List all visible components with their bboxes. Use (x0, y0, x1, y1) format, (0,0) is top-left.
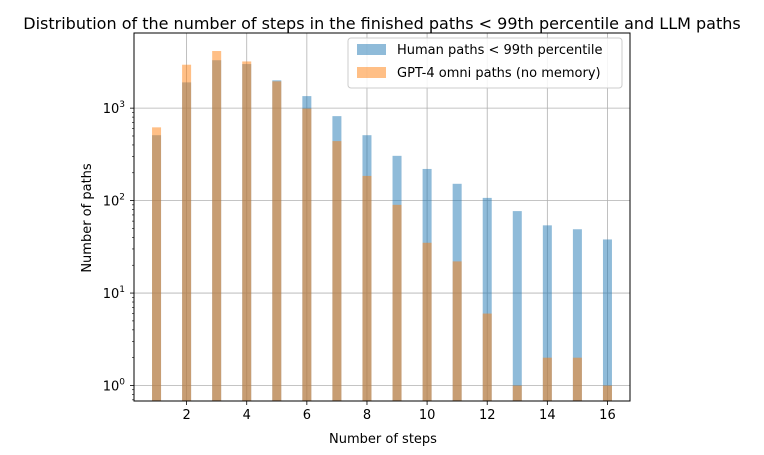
y-axis-label: Number of paths (80, 163, 95, 273)
gpt4o-bar (332, 141, 342, 401)
legend-swatch-gpt4o (357, 67, 386, 78)
x-tick-label: 16 (599, 408, 616, 423)
gpt4o-bar (542, 357, 552, 401)
y-axis-ticks: 100 101 102 103 (103, 100, 134, 401)
x-axis-label: Number of steps (329, 432, 437, 447)
human-bar (542, 225, 552, 401)
x-tick-label: 4 (243, 408, 251, 423)
gpt4o-bar (482, 313, 492, 401)
human-bar (482, 197, 492, 401)
bars (152, 51, 612, 402)
x-tick-label: 2 (182, 408, 190, 423)
y-tick-label: 103 (103, 100, 125, 117)
y-tick-label: 100 (103, 378, 126, 395)
chart-title: Distribution of the number of steps in t… (23, 14, 740, 33)
gpt4o-bar (602, 385, 612, 401)
legend-label-gpt4o: GPT-4 omni paths (no memory) (397, 66, 601, 81)
x-tick-label: 8 (363, 408, 371, 423)
x-tick-label: 14 (539, 408, 556, 423)
human-bar (602, 239, 612, 401)
gpt4o-bar (272, 81, 282, 401)
human-bar (512, 211, 522, 401)
y-tick-label: 101 (103, 285, 125, 302)
legend-label-human: Human paths < 99th percentile (397, 43, 603, 58)
gpt4o-bar (512, 385, 522, 401)
human-bar (572, 229, 582, 401)
plot-frame (133, 32, 631, 402)
gpt4o-bar (182, 64, 192, 402)
gpt4o-bar (302, 108, 312, 401)
y-tick-label: 102 (103, 193, 125, 210)
gpt4o-bar (452, 261, 462, 401)
x-axis-ticks: 2 4 6 8 10 12 14 16 (182, 401, 616, 423)
x-tick-label: 12 (479, 408, 496, 423)
legend: Human paths < 99th percentile GPT-4 omni… (347, 37, 623, 89)
gpt4o-bar (572, 357, 582, 401)
gpt4o-bar (362, 175, 372, 401)
x-tick-label: 6 (303, 408, 311, 423)
gpt4o-bar (422, 242, 432, 401)
gpt4o-bar (152, 127, 162, 401)
legend-swatch-human (357, 44, 386, 55)
gpt4o-bar (392, 204, 402, 401)
x-tick-label: 10 (419, 408, 436, 423)
legend-box (347, 37, 623, 89)
gpt4o-bar (212, 51, 222, 401)
gpt4o-bar (242, 61, 252, 402)
